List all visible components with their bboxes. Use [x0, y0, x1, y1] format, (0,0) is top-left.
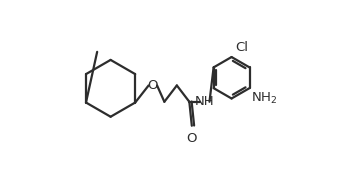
Text: Cl: Cl: [235, 41, 248, 54]
Text: O: O: [148, 79, 158, 92]
Text: O: O: [186, 132, 197, 145]
Text: NH$_2$: NH$_2$: [251, 91, 277, 106]
Text: NH: NH: [195, 95, 215, 108]
